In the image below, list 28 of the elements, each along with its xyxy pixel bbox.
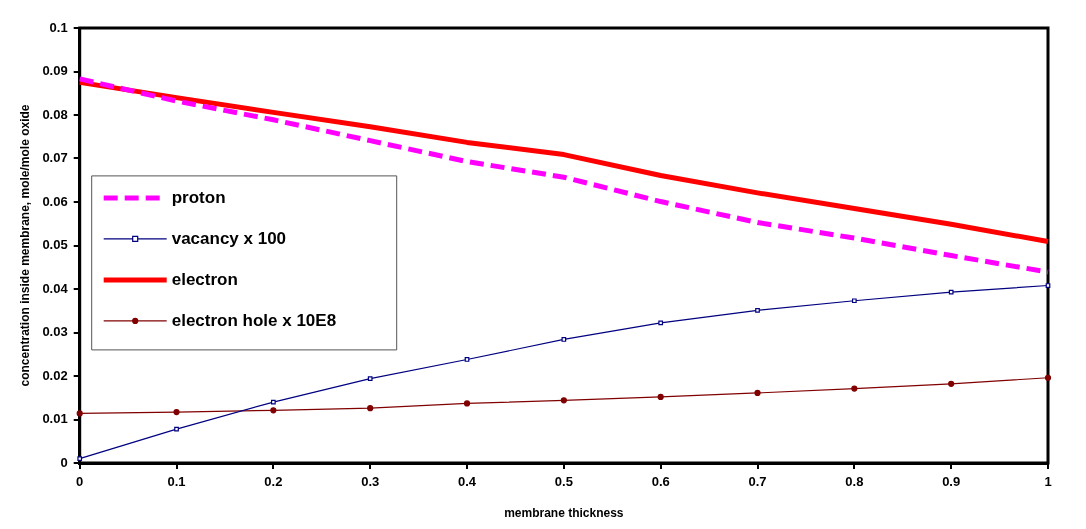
y-tick-label: 0.05: [42, 237, 68, 253]
x-tick-label: 0: [76, 474, 84, 490]
y-tick-label: 0.08: [42, 106, 68, 122]
y-tick-label: 0.09: [42, 63, 68, 79]
x-tick-label: 1: [1044, 474, 1052, 490]
x-axis-title: membrane thickness: [504, 506, 624, 521]
x-tick-label: 0.4: [457, 474, 477, 490]
y-tick-label: 0.03: [42, 324, 68, 340]
x-tick-label: 0.1: [167, 474, 186, 490]
x-tick-label: 0.9: [942, 474, 961, 490]
y-axis-title: concentration inside membrane, mole/mole oxide: [17, 104, 32, 387]
legend-label: proton: [171, 187, 226, 207]
legend-label: electron: [171, 269, 238, 289]
x-tick-label: 0.2: [264, 474, 283, 490]
y-tick-label: 0.04: [42, 280, 69, 296]
y-tick-label: 0.02: [42, 367, 68, 383]
y-tick-label: 0.01: [42, 411, 68, 427]
y-tick-label: 0.06: [42, 193, 68, 209]
x-tick-label: 0.7: [748, 474, 767, 490]
legend-label: vacancy x 100: [171, 228, 287, 248]
y-tick-label: 0: [60, 454, 68, 470]
x-tick-label: 0.8: [845, 474, 864, 490]
legend-label: electron hole x 10E8: [171, 310, 337, 330]
x-tick-label: 0.5: [554, 474, 573, 490]
y-tick-label: 0.1: [49, 19, 68, 35]
x-tick-label: 0.6: [651, 474, 670, 490]
x-tick-label: 0.3: [361, 474, 380, 490]
y-tick-label: 0.07: [42, 150, 68, 166]
